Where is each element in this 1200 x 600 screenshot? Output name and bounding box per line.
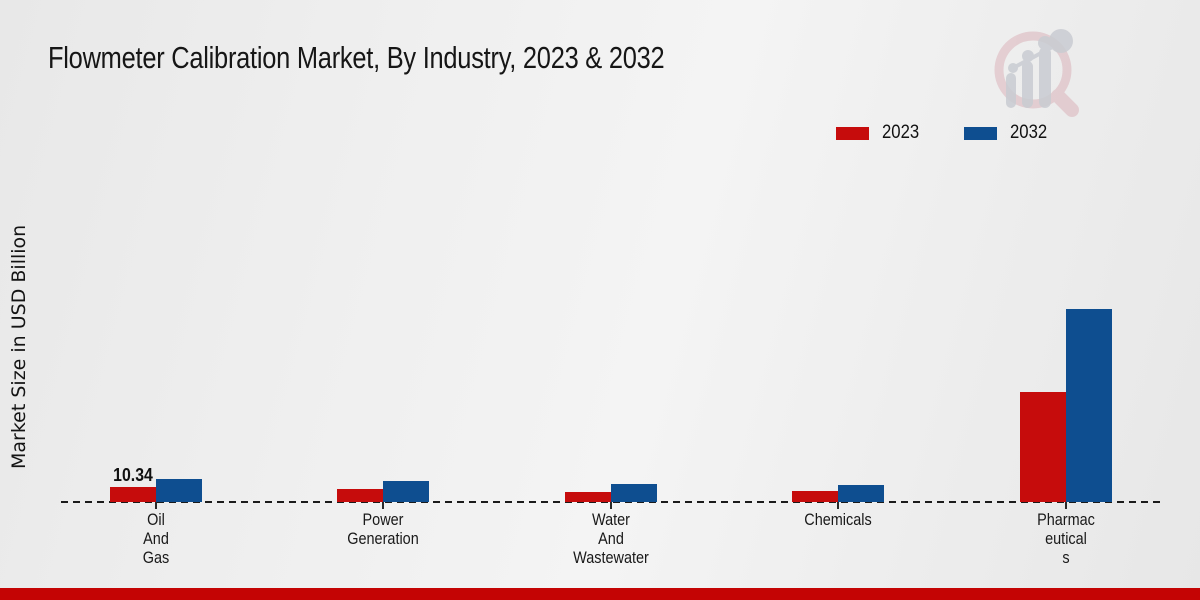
x-axis-tick xyxy=(609,502,612,509)
category-label-oil-and-gas: Oil And Gas xyxy=(142,510,169,567)
bar-2023-chemicals xyxy=(792,491,839,502)
legend-label-2032: 2032 xyxy=(1010,122,1048,143)
bar-2032-oil-and-gas xyxy=(155,479,202,502)
bar-2032-pharmaceuticals xyxy=(1066,309,1113,502)
x-axis-tick xyxy=(837,502,840,509)
x-axis-tick xyxy=(154,502,157,509)
bar-2023-oil-and-gas xyxy=(109,487,156,502)
bar-2032-water-and-wastewater xyxy=(610,484,657,502)
bar-2023-power-generation xyxy=(337,489,384,502)
bottom-accent-bar xyxy=(0,588,1200,600)
magnifier-growth-chart-logo xyxy=(994,29,1079,117)
legend-item-2023: 2023 xyxy=(836,122,924,144)
legend-swatch-2023 xyxy=(836,126,869,140)
legend-item-2032: 2032 xyxy=(964,122,1052,144)
category-label-chemicals: Chemicals xyxy=(804,510,873,529)
bar-2023-pharmaceuticals xyxy=(1020,392,1067,502)
bar-2032-power-generation xyxy=(383,481,430,502)
legend-label-2023: 2023 xyxy=(882,122,920,143)
category-label-power-generation: Power Generation xyxy=(347,510,419,548)
legend: 2023 2032 xyxy=(836,122,1053,144)
category-label-pharmaceuticals: Pharmac eutical s xyxy=(1037,510,1096,567)
chart-title: Flowmeter Calibration Market, By Industr… xyxy=(48,40,665,75)
bar-2023-water-and-wastewater xyxy=(564,492,611,502)
x-axis-tick xyxy=(382,502,385,509)
category-label-water-and-wastewater: Water And Wastewater xyxy=(572,510,649,567)
bar-2032-chemicals xyxy=(838,485,885,502)
bar-value-label: 10.34 xyxy=(112,465,153,485)
x-axis-tick xyxy=(1065,502,1068,509)
legend-swatch-2032 xyxy=(964,126,998,140)
